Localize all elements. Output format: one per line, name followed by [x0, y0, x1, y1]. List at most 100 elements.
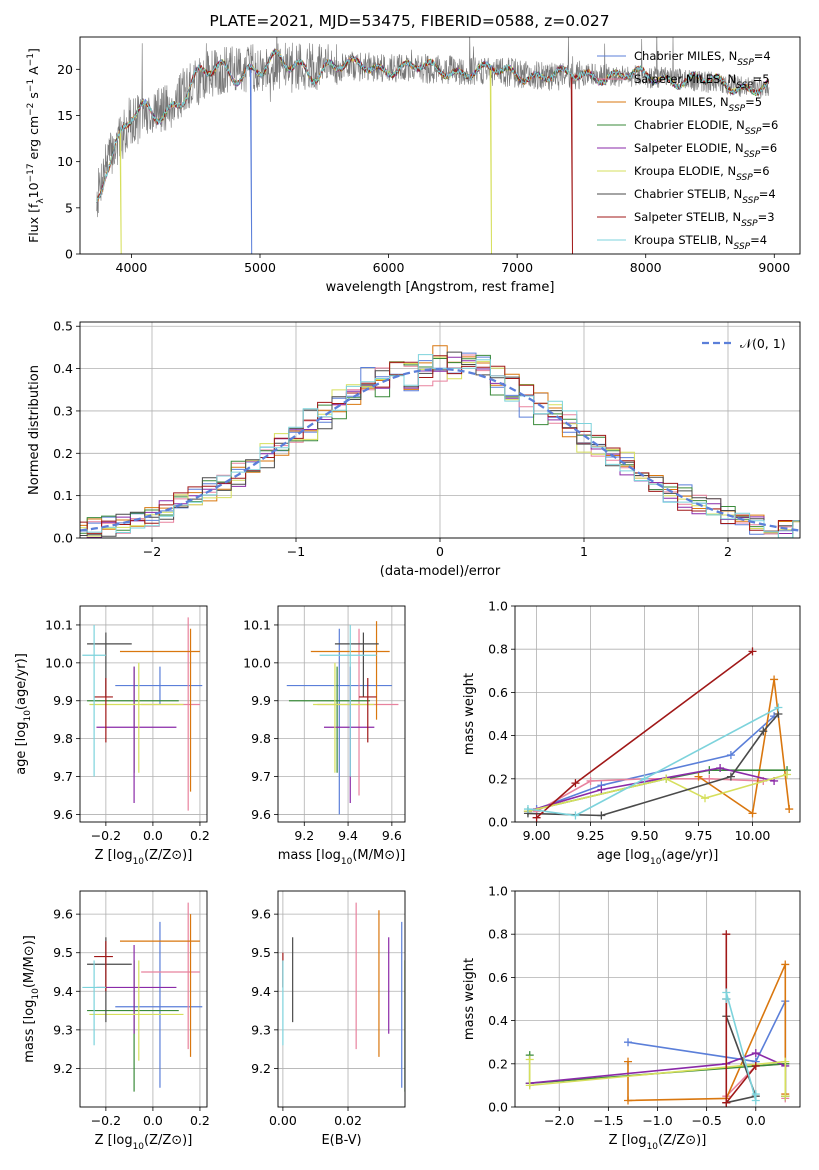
- weight-marker: [525, 1055, 534, 1064]
- weight-line-6: [527, 773, 788, 812]
- legend-residuals: 𝒩(0, 1): [702, 336, 786, 351]
- figure-title: PLATE=2021, MJD=53475, FIBERID=0588, z=0…: [209, 12, 610, 30]
- y-tick-label: 0.2: [53, 446, 73, 461]
- y-tick-label: 0.6: [488, 970, 508, 985]
- weight-marker: [586, 776, 595, 785]
- x-axis-label: mass [log10(M/M⊙)]: [278, 848, 406, 867]
- weight-marker: [523, 805, 532, 814]
- y-tick-label: 0.1: [53, 488, 73, 503]
- weight-marker: [694, 772, 703, 781]
- x-tick-label: 9.25: [577, 828, 605, 843]
- y-tick-label: 0.4: [488, 1013, 508, 1028]
- weight-marker: [726, 751, 735, 760]
- x-tick-label: 8000: [630, 260, 662, 275]
- y-tick-label: 0.8: [488, 927, 508, 942]
- legend-entry: Kroupa MILES, NSSP=5: [634, 95, 762, 114]
- weight-marker: [781, 1057, 790, 1066]
- x-axis-label: age [log10(age/yr)]: [597, 848, 719, 867]
- x-tick-label: −1.5: [593, 1113, 623, 1128]
- x-tick-label: 2: [724, 544, 732, 559]
- x-axis-label: (data-model)/error: [380, 564, 501, 579]
- y-tick-label: 0.2: [488, 771, 508, 786]
- axes-frame: [514, 890, 801, 1108]
- weight-line-9: [527, 706, 779, 817]
- plot-area-mass-vs-ebv: [282, 902, 405, 1092]
- plot-area-age-vs-Z: [82, 617, 203, 811]
- plot-area-residuals: [80, 345, 800, 538]
- grid-weight-vs-Z: [515, 890, 800, 1108]
- y-tick-label: 0.4: [488, 728, 508, 743]
- y-tick-label: 5: [65, 200, 73, 215]
- y-tick-label: 0.3: [53, 403, 73, 418]
- y-tick-label: 10.0: [45, 655, 73, 670]
- y-tick-label: 9.4: [251, 984, 271, 999]
- y-tick-label: 9.6: [251, 807, 271, 822]
- weight-marker: [770, 675, 779, 684]
- panel-age-vs-Z: −0.2 0.0 0.2 9.6 9.7 9.8 9.9 10.0 10.1 Z [log10(Z…: [14, 605, 210, 867]
- panel-mass-vs-Z: −0.2 0.0 0.2 9.2 9.3 9.4 9.5 9.6 Z [log10(Z/Z⊙)]…: [22, 890, 210, 1152]
- y-tick-label: 0.4: [53, 361, 73, 376]
- grid-age-vs-mass: [278, 606, 405, 822]
- y-axis-label: mass [log10(M/M⊙)]: [22, 935, 41, 1063]
- y-tick-label: 9.8: [251, 731, 271, 746]
- y-tick-label: 9.6: [53, 807, 73, 822]
- y-tick-label: 0.0: [53, 531, 73, 546]
- legend-entry: Chabrier ELODIE, NSSP=6: [634, 118, 778, 137]
- y-tick-label: 9.3: [53, 1022, 73, 1037]
- weight-marker: [751, 1061, 760, 1070]
- x-tick-label: 9.6: [382, 828, 402, 843]
- x-tick-label: 5000: [244, 260, 276, 275]
- weight-marker: [774, 703, 783, 712]
- y-tick-label: 9.3: [251, 1022, 271, 1037]
- weight-marker: [701, 794, 709, 803]
- y-tick-label: 9.7: [53, 769, 73, 784]
- panel-weight-vs-age: 9.00 9.25 9.50 9.75 10.00 0.0 0.2 0.4 0.6 0.8 1.0 a…: [462, 599, 801, 867]
- panel-spectrum: 4000 5000 6000 7000 8000 9000 0 5 10 15 20 waveleng…: [26, 36, 801, 295]
- weight-marker: [751, 1049, 760, 1057]
- weight-marker: [525, 1081, 534, 1090]
- axes-frame: [79, 321, 801, 539]
- x-tick-label: 0.0: [143, 828, 163, 843]
- weight-marker: [571, 779, 580, 788]
- weight-marker: [624, 1096, 633, 1105]
- x-tick-label: 9.4: [338, 828, 358, 843]
- y-tick-label: 15: [57, 108, 73, 123]
- y-tick-label: 9.9: [53, 693, 73, 708]
- y-tick-label: 9.5: [53, 945, 73, 960]
- x-tick-label: 1: [580, 544, 588, 559]
- x-axis-label: Z [log10(Z/Z⊙)]: [95, 848, 193, 867]
- legend-entry: Chabrier MILES, NSSP=4: [634, 49, 771, 68]
- x-axis-label: Z [log10(Z/Z⊙)]: [95, 1133, 193, 1152]
- weight-marker: [640, 774, 649, 783]
- x-tick-label: −2: [143, 544, 161, 559]
- x-tick-label: 0.2: [190, 828, 210, 843]
- y-tick-label: 9.5: [251, 945, 271, 960]
- legend-entry: Salpeter ELODIE, NSSP=6: [634, 141, 777, 160]
- axes-frame: [514, 605, 801, 823]
- y-tick-label: 1.0: [488, 599, 508, 614]
- panel-mass-vs-ebv: 0.00 0.02 9.2 9.3 9.4 9.5 9.6 E(B-V): [251, 890, 406, 1148]
- x-tick-label: −1: [287, 544, 305, 559]
- x-tick-label: 4000: [116, 260, 148, 275]
- weight-line-2: [536, 778, 764, 812]
- legend-entry: Kroupa STELIB, NSSP=4: [634, 233, 767, 252]
- grid-weight-vs-age: [515, 605, 800, 823]
- weight-marker: [716, 764, 725, 772]
- y-tick-label: 1.0: [488, 884, 508, 899]
- x-tick-label: −0.5: [691, 1113, 721, 1128]
- weight-marker: [748, 809, 757, 818]
- weight-line-6: [528, 1059, 787, 1097]
- weight-marker: [726, 772, 735, 781]
- x-tick-label: 9.75: [685, 828, 713, 843]
- weight-line-3: [698, 679, 790, 815]
- y-tick-label: 10.1: [45, 617, 73, 632]
- x-tick-label: 9.50: [631, 828, 659, 843]
- x-axis-label: Z [log10(Z/Z⊙)]: [609, 1133, 707, 1152]
- plot-area-weight-vs-Z: [525, 930, 790, 1107]
- panel-residuals: −2 −1 0 1 2 0.0 0.1 0.2 0.3 0.4 0.5 (data-model)/er…: [27, 319, 801, 579]
- legend-entry: Chabrier STELIB, NSSP=4: [634, 187, 776, 206]
- y-tick-label: 0.5: [53, 319, 73, 334]
- weight-marker: [722, 988, 731, 997]
- x-tick-label: −2.0: [544, 1113, 574, 1128]
